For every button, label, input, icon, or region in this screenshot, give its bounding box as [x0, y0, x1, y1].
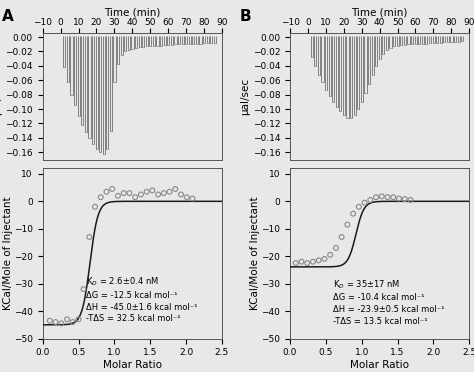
Point — [63, 316, 71, 322]
Point — [155, 192, 162, 198]
Point — [332, 245, 340, 251]
Point — [292, 260, 300, 266]
Text: B: B — [239, 9, 251, 24]
Point — [143, 189, 150, 195]
Point — [407, 197, 414, 203]
Point — [395, 196, 403, 202]
Point — [131, 194, 139, 200]
Point — [91, 204, 99, 210]
Point — [189, 196, 196, 202]
Point — [315, 257, 322, 263]
Point — [148, 187, 156, 193]
X-axis label: Molar Ratio: Molar Ratio — [103, 360, 162, 370]
Point — [46, 318, 54, 324]
Point — [401, 196, 409, 202]
Point — [85, 234, 93, 240]
Point — [320, 256, 328, 262]
Point — [114, 193, 122, 199]
Point — [69, 319, 77, 325]
Point — [338, 234, 346, 240]
Y-axis label: μal/sec: μal/sec — [0, 78, 2, 115]
Point — [384, 194, 392, 200]
X-axis label: Time (min): Time (min) — [351, 7, 408, 17]
Point — [120, 190, 128, 196]
Point — [57, 320, 65, 326]
Point — [183, 194, 191, 200]
Text: A: A — [2, 9, 14, 24]
X-axis label: Molar Ratio: Molar Ratio — [350, 360, 409, 370]
Point — [177, 192, 185, 198]
Point — [361, 200, 368, 206]
Point — [172, 186, 179, 192]
Point — [303, 260, 311, 266]
Text: K$_D$ = 35±17 nM
ΔG = -10.4 kcal mol⁻¹
ΔH = -23.9±0.5 kcal mol⁻¹
-TΔS = 13.5 kca: K$_D$ = 35±17 nM ΔG = -10.4 kcal mol⁻¹ Δ… — [333, 278, 445, 326]
Point — [327, 252, 334, 258]
Text: K$_D$ = 2.6±0.4 nM
ΔG = -12.5 kcal mol⁻¹
ΔH = -45.0±1.6 kcal mol⁻¹
-TΔS = 32.5 k: K$_D$ = 2.6±0.4 nM ΔG = -12.5 kcal mol⁻¹… — [86, 275, 197, 323]
Point — [52, 319, 59, 325]
Y-axis label: μal/sec: μal/sec — [240, 78, 250, 115]
Point — [166, 189, 173, 195]
Point — [97, 194, 105, 200]
Point — [309, 259, 317, 264]
X-axis label: Time (min): Time (min) — [104, 7, 161, 17]
Point — [298, 259, 305, 264]
Point — [344, 222, 351, 228]
Point — [366, 197, 374, 203]
Point — [378, 193, 385, 199]
Y-axis label: KCal/Mole of Injectant: KCal/Mole of Injectant — [250, 197, 260, 310]
Point — [355, 204, 363, 210]
Point — [80, 286, 87, 292]
Point — [103, 189, 110, 195]
Point — [126, 190, 133, 196]
Point — [372, 194, 380, 200]
Point — [109, 186, 116, 192]
Point — [75, 316, 82, 322]
Point — [349, 211, 357, 217]
Point — [390, 194, 397, 200]
Point — [137, 192, 145, 198]
Point — [160, 190, 168, 196]
Y-axis label: KCal/Mole of Injectant: KCal/Mole of Injectant — [2, 197, 12, 310]
